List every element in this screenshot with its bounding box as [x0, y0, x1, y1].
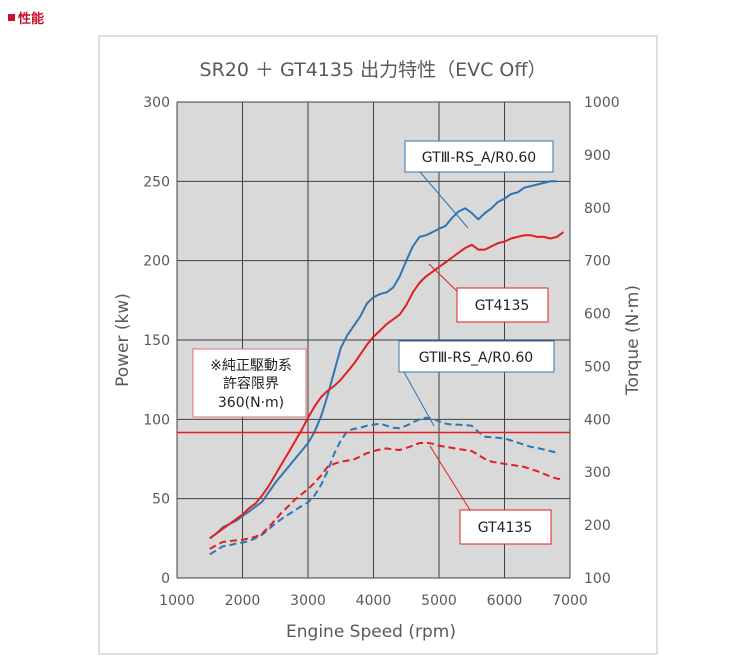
series-lines [177, 180, 570, 556]
y-tick-label: 200 [143, 254, 170, 270]
y-tick-label: 50 [152, 492, 170, 508]
y2-tick-label: 900 [584, 148, 611, 164]
y-tick-label: 300 [143, 95, 170, 111]
gt4135-torque-leader [429, 445, 471, 511]
y-axis-title: Power (kw) [113, 293, 133, 387]
y2-tick-label: 1000 [584, 95, 620, 111]
gt3-torque-leader [403, 371, 435, 427]
axis-ticks: 1000 2000 3000 4000 5000 6000 7000 0 50 100 150 200… [143, 95, 619, 609]
y2-tick-label: 400 [584, 412, 611, 428]
series-line-2 [209, 416, 558, 556]
y2-tick-label: 800 [584, 201, 611, 217]
x-tick-label: 4000 [356, 593, 392, 609]
gt3-power-leader [419, 171, 469, 229]
section-label-text: 性能 [18, 12, 45, 27]
y2-tick-label: 200 [584, 518, 611, 534]
y2-tick-label: 500 [584, 359, 611, 375]
gt4135-power-label-box [456, 287, 549, 323]
gt3-torque-label: GTⅢ-RS_A/R0.60 [419, 350, 533, 366]
section-square-icon [8, 14, 15, 21]
series-line-0 [209, 180, 557, 540]
y2-tick-label: 600 [584, 307, 611, 323]
section-label: 性能 [8, 8, 44, 27]
gt4135-torque-label: GT4135 [478, 520, 533, 536]
limit-note-line1: ※純正駆動系 [210, 358, 292, 374]
chart-title: SR20 ＋ GT4135 出力特性（EVC Off） [200, 59, 547, 81]
limit-note-line2: 許容限界 [223, 375, 279, 392]
grid [176, 101, 571, 579]
x-axis-title: Engine Speed (rpm) [286, 622, 456, 642]
x-tick-label: 2000 [225, 593, 261, 609]
y-tick-label: 0 [161, 571, 170, 587]
y-tick-label: 250 [143, 174, 170, 190]
series-line-1 [209, 231, 565, 540]
gt3-torque-label-box [398, 340, 555, 373]
y-tick-label: 150 [143, 333, 170, 349]
x-tick-label: 6000 [487, 593, 523, 609]
gt3-power-label-box [404, 140, 554, 173]
gt4135-torque-label-box [459, 509, 552, 545]
gt3-power-label: GTⅢ-RS_A/R0.60 [422, 150, 536, 166]
y2-tick-label: 100 [584, 571, 611, 587]
x-tick-label: 7000 [552, 593, 588, 609]
x-tick-label: 3000 [290, 593, 326, 609]
x-tick-label: 1000 [159, 593, 195, 609]
y2-tick-label: 700 [584, 254, 611, 270]
y-tick-label: 100 [143, 412, 170, 428]
series-line-3 [209, 441, 564, 550]
limit-note-box [192, 348, 307, 418]
x-tick-label: 5000 [421, 593, 457, 609]
y2-axis-title: Torque (N·m) [623, 285, 643, 396]
gt4135-power-label: GT4135 [475, 298, 530, 314]
y2-tick-label: 300 [584, 465, 611, 481]
limit-note-line3: 360(N·m) [218, 395, 284, 411]
